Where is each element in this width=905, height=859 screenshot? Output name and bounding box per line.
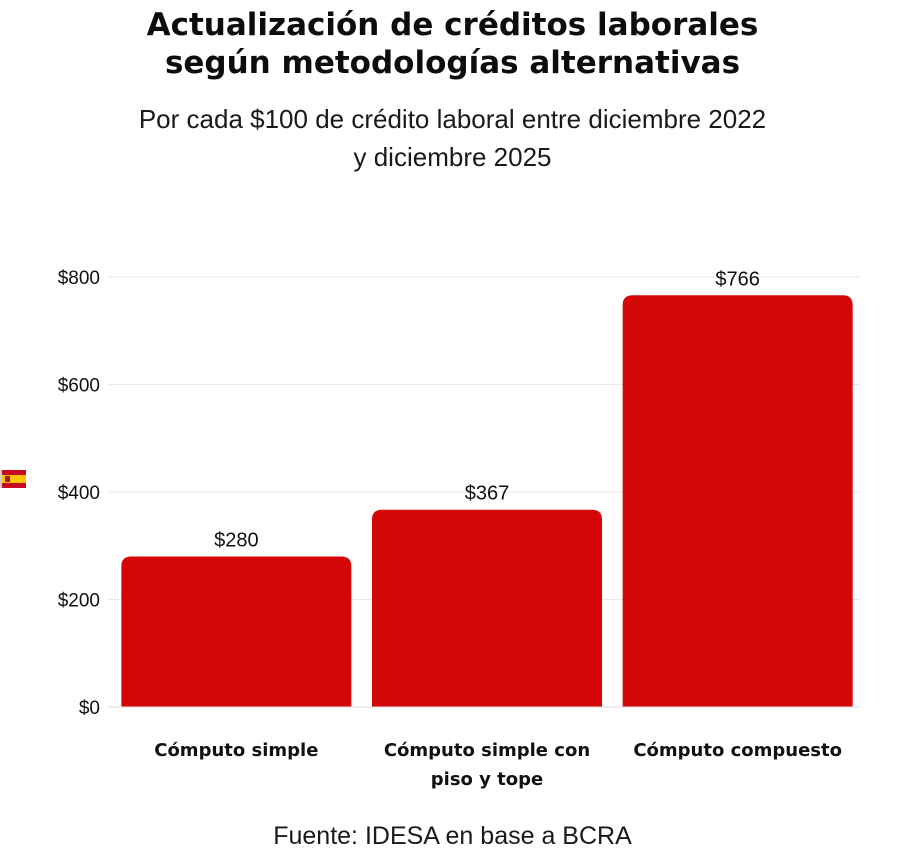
y-tick-label: $400 <box>58 483 100 504</box>
x-tick-label: piso y tope <box>431 769 543 790</box>
y-tick-label: $200 <box>58 591 100 612</box>
chart-subtitle-line-2: y diciembre 2025 <box>353 142 552 172</box>
data-label: $280 <box>214 530 259 552</box>
y-tick-label: $800 <box>58 268 100 289</box>
x-tick-label: Cómputo simple <box>154 740 318 761</box>
chart-title-line-2: según metodologías alternativas <box>164 45 741 81</box>
chart-title: Actualización de créditos laborales segú… <box>0 6 905 82</box>
data-label: $367 <box>465 483 510 505</box>
data-label: $766 <box>715 268 760 290</box>
chart-title-line-1: Actualización de créditos laborales <box>146 7 759 43</box>
y-tick-label: $600 <box>58 376 100 397</box>
bar[interactable] <box>372 509 602 707</box>
bar[interactable] <box>622 295 853 707</box>
spain-flag-icon[interactable] <box>0 470 26 488</box>
chart-subtitle-line-1: Por cada $100 de crédito laboral entre d… <box>138 104 767 134</box>
y-tick-label: $0 <box>79 698 100 719</box>
bar[interactable] <box>121 556 352 708</box>
chart-subtitle: Por cada $100 de crédito laboral entre d… <box>0 100 905 176</box>
x-tick-label: Cómputo simple con <box>384 740 590 761</box>
source-note: Fuente: IDESA en base a BCRA <box>273 822 632 850</box>
x-tick-label: Cómputo compuesto <box>633 740 842 761</box>
